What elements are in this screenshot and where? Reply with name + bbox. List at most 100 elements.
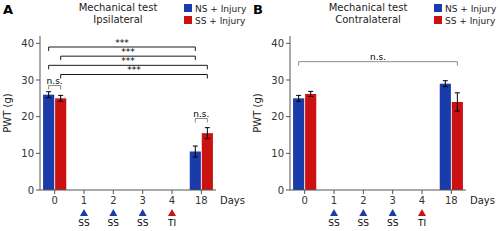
x-tick xyxy=(392,190,393,194)
y-tick-label: 10 xyxy=(271,148,284,159)
y-axis-label: PWT (g) xyxy=(252,93,263,132)
y-tick xyxy=(286,43,290,44)
error-cap xyxy=(308,96,313,97)
y-tick xyxy=(36,190,40,191)
y-tick-label: 40 xyxy=(21,38,34,49)
error-cap xyxy=(58,101,63,102)
error-bar xyxy=(455,93,460,111)
x-tick-label: 4 xyxy=(419,195,425,206)
x-axis-label: Days xyxy=(470,195,495,206)
y-tick xyxy=(36,116,40,117)
treatment-marker xyxy=(80,209,88,216)
x-tick-label: 0 xyxy=(51,195,57,206)
y-tick-label: 10 xyxy=(21,148,34,159)
legend-swatch xyxy=(434,4,442,12)
x-tick-label: 3 xyxy=(139,195,145,206)
bar xyxy=(55,98,66,190)
legend-label: SS + Injury xyxy=(445,16,496,26)
x-tick xyxy=(451,190,452,194)
significance-bracket xyxy=(299,62,458,66)
treatment-marker xyxy=(359,209,367,216)
error-stem xyxy=(195,146,196,157)
error-cap xyxy=(205,138,210,139)
y-tick xyxy=(286,116,290,117)
x-tick xyxy=(172,190,173,194)
error-cap xyxy=(443,86,448,87)
significance-label: n.s. xyxy=(370,52,386,62)
x-tick-label: 1 xyxy=(81,195,87,206)
error-cap xyxy=(296,101,301,102)
legend-swatch xyxy=(184,4,192,12)
legend: NS + InjurySS + Injury xyxy=(184,4,247,26)
error-cap xyxy=(193,146,198,147)
error-bar xyxy=(308,91,313,96)
legend-swatch xyxy=(434,16,442,24)
y-tick xyxy=(286,80,290,81)
bar xyxy=(452,102,463,190)
x-tick xyxy=(363,190,364,194)
subtitle: Contralateral xyxy=(335,14,401,25)
treatment-label: TI xyxy=(167,218,176,228)
x-tick-label: 2 xyxy=(110,195,116,206)
legend-swatch xyxy=(184,16,192,24)
x-tick-label: 18 xyxy=(445,195,458,206)
bar xyxy=(43,95,54,190)
bar xyxy=(440,84,451,190)
treatment-label: SS xyxy=(137,218,149,228)
treatment-label: TI xyxy=(417,218,426,228)
x-axis xyxy=(290,190,466,191)
error-cap xyxy=(308,91,313,92)
y-tick xyxy=(36,153,40,154)
error-cap xyxy=(455,111,460,112)
y-tick-label: 0 xyxy=(28,185,34,196)
treatment-marker xyxy=(139,209,147,216)
error-stem xyxy=(60,95,61,101)
x-tick xyxy=(113,190,114,194)
error-bar xyxy=(46,92,51,98)
y-axis-label: PWT (g) xyxy=(2,93,13,132)
error-cap xyxy=(46,91,51,92)
treatment-marker xyxy=(109,209,117,216)
plot-area xyxy=(43,92,213,190)
treatment-marker xyxy=(418,209,426,216)
significance-bracket xyxy=(195,119,207,123)
bar xyxy=(190,152,201,191)
error-bar xyxy=(193,146,198,157)
figure: AMechanical testIpsilateralNS + InjurySS… xyxy=(0,0,500,231)
panel-label: B xyxy=(253,2,263,17)
x-tick xyxy=(304,190,305,194)
x-tick-label: 2 xyxy=(360,195,366,206)
panel: BMechanical testContralateralNS + Injury… xyxy=(252,2,497,228)
error-cap xyxy=(193,157,198,158)
bar xyxy=(293,98,304,190)
panel: AMechanical testIpsilateralNS + InjurySS… xyxy=(2,2,247,228)
treatment-label: SS xyxy=(358,218,370,228)
subtitle: Ipsilateral xyxy=(93,14,142,25)
treatment-marker xyxy=(389,209,397,216)
y-tick xyxy=(286,153,290,154)
significance-bracket xyxy=(49,86,61,90)
legend: NS + InjurySS + Injury xyxy=(434,4,497,26)
x-tick xyxy=(422,190,423,194)
legend-label: NS + Injury xyxy=(195,4,247,14)
treatment-label: SS xyxy=(328,218,340,228)
x-tick xyxy=(54,190,55,194)
x-tick xyxy=(142,190,143,194)
y-tick-label: 20 xyxy=(21,111,34,122)
y-tick-label: 40 xyxy=(271,38,284,49)
error-bar xyxy=(296,95,301,101)
error-cap xyxy=(443,80,448,81)
y-tick xyxy=(286,190,290,191)
y-axis xyxy=(40,36,41,190)
significance-bracket xyxy=(61,75,208,79)
error-stem xyxy=(207,128,208,139)
error-stem xyxy=(298,95,299,101)
treatment-label: SS xyxy=(387,218,399,228)
y-tick-label: 30 xyxy=(271,75,284,86)
y-tick xyxy=(36,43,40,44)
treatment-label: SS xyxy=(78,218,90,228)
error-cap xyxy=(58,95,63,96)
x-axis xyxy=(40,190,216,191)
error-bar xyxy=(205,128,210,139)
y-axis xyxy=(290,36,291,190)
